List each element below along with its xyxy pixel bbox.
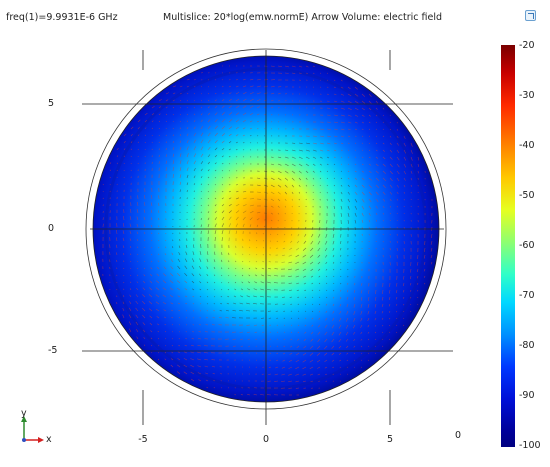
- y-tick-0: 0: [48, 223, 55, 234]
- y-arrow-head: [21, 416, 27, 422]
- x-arrow-head: [38, 437, 44, 443]
- x-tick-5: 5: [386, 434, 394, 445]
- colorbar-label: -30: [519, 90, 535, 101]
- x-tick-neg5: -5: [138, 434, 148, 445]
- y-tick-5: 5: [48, 98, 55, 109]
- grid-lines: [82, 50, 453, 425]
- colorbar-label: -50: [519, 190, 535, 201]
- colorbar: [501, 45, 515, 447]
- colorbar-label: -90: [519, 390, 535, 401]
- frequency-label: freq(1)=9.9931E-6 GHz: [6, 12, 118, 23]
- colorbar-label: -40: [519, 140, 535, 151]
- colorbar-label: -20: [519, 40, 535, 51]
- y-tick-neg5: -5: [48, 345, 58, 356]
- colorbar-label: -70: [519, 290, 535, 301]
- colorbar-label: -100: [519, 440, 541, 451]
- triad-x-label: x: [46, 434, 52, 445]
- x-tick-0: 0: [262, 434, 270, 445]
- arrow-field: [102, 65, 433, 396]
- triad-y-label: y: [21, 408, 27, 419]
- axis-triad: [21, 416, 44, 443]
- x-tick-0-right: 0: [454, 430, 462, 441]
- plot-title: Multislice: 20*log(emw.normE) Arrow Volu…: [163, 12, 442, 23]
- expand-window-icon[interactable]: [525, 10, 536, 21]
- origin-dot: [22, 438, 26, 442]
- colorbar-label: -80: [519, 340, 535, 351]
- colorbar-label: -60: [519, 240, 535, 251]
